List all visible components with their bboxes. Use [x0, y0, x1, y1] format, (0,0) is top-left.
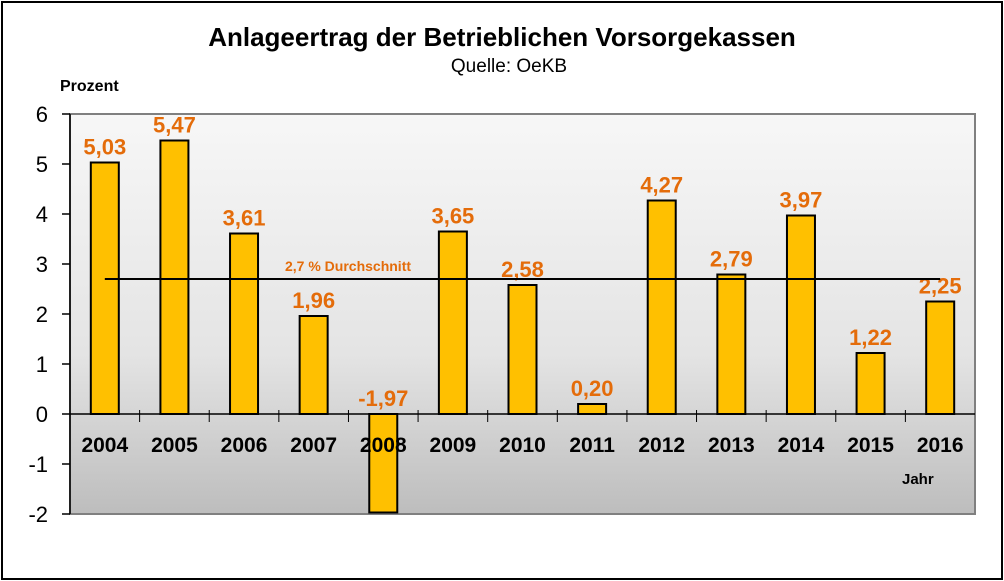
data-label: 0,20 — [571, 376, 614, 401]
bar-2007 — [298, 315, 329, 415]
data-label: 5,03 — [83, 135, 126, 160]
data-label: 4,27 — [640, 173, 683, 198]
y-tick-label: 5 — [36, 152, 48, 177]
x-tick-label: 2006 — [221, 434, 268, 457]
x-axis-label: Jahr — [902, 471, 934, 488]
y-tick-label: 6 — [36, 102, 48, 127]
y-axis-label: Prozent — [60, 78, 119, 95]
x-tick-label: 2009 — [430, 434, 477, 457]
y-tick-label: 4 — [36, 202, 48, 227]
bar-2004 — [89, 161, 120, 415]
bar-2006 — [229, 232, 260, 415]
x-tick-label: 2004 — [81, 434, 128, 457]
data-label: -1,97 — [358, 386, 408, 411]
y-tick-label: -2 — [28, 502, 48, 527]
bar-2009 — [437, 230, 468, 415]
data-label: 2,79 — [710, 247, 753, 272]
data-label: 1,22 — [849, 325, 892, 350]
data-label: 1,96 — [292, 288, 335, 313]
y-tick-label: 3 — [36, 252, 48, 277]
average-label: 2,7 % Durchschnitt — [285, 258, 411, 274]
bar-2011 — [577, 403, 608, 415]
bar-2016 — [925, 300, 956, 415]
x-tick-label: 2015 — [847, 434, 894, 457]
y-tick-label: -1 — [28, 452, 48, 477]
y-tick-label: 2 — [36, 302, 48, 327]
chart-subtitle: Quelle: OeKB — [450, 56, 568, 77]
y-tick-label: 1 — [36, 352, 48, 377]
x-tick-label: 2011 — [569, 434, 615, 457]
bar-2013 — [716, 273, 747, 415]
x-tick-label: 2014 — [778, 434, 825, 457]
bar-2005 — [159, 139, 190, 415]
x-tick-label: 2012 — [638, 434, 685, 457]
x-tick-label: 2010 — [499, 434, 546, 457]
data-label: 3,61 — [223, 206, 266, 231]
bar-2008 — [368, 413, 399, 514]
bar-2015 — [855, 352, 886, 415]
x-tick-label: 2005 — [151, 434, 198, 457]
data-label: 2,25 — [919, 274, 962, 299]
data-label: 5,47 — [153, 113, 196, 138]
x-tick-label: 2007 — [290, 434, 337, 457]
x-tick-label: 2016 — [917, 434, 964, 457]
data-label: 2,58 — [501, 257, 544, 282]
y-tick-label: 0 — [36, 402, 48, 427]
bar-2012 — [646, 199, 677, 415]
data-label: 3,97 — [780, 188, 823, 213]
data-label: 3,65 — [431, 204, 474, 229]
x-tick-label: 2008 — [360, 434, 407, 457]
bar-2010 — [507, 284, 538, 415]
chart-title: Anlageertrag der Betrieblichen Vorsorgek… — [208, 22, 796, 52]
bar-2014 — [785, 214, 816, 415]
x-tick-label: 2013 — [708, 434, 755, 457]
